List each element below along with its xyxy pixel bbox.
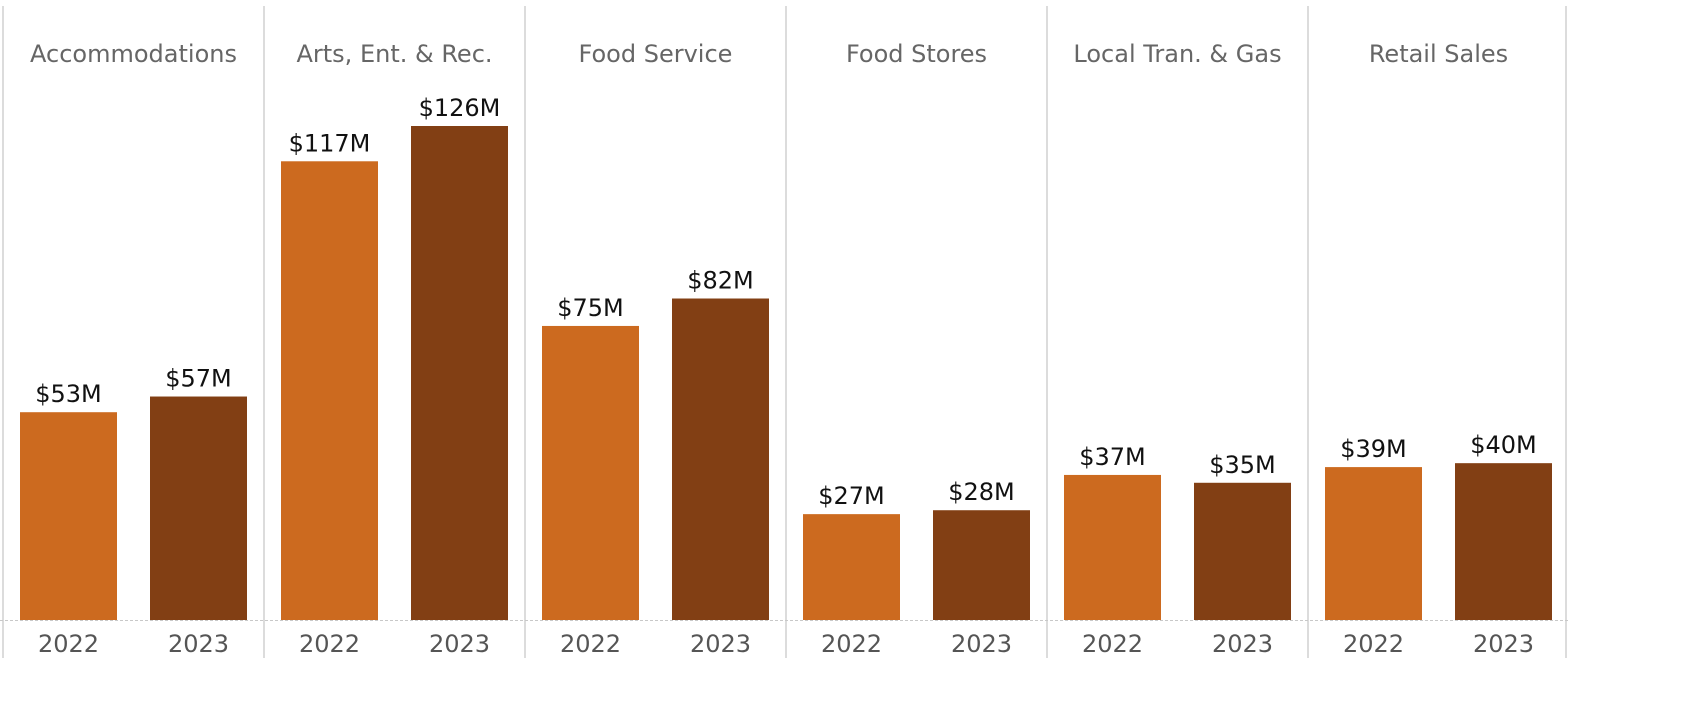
bar-2022 bbox=[542, 325, 639, 620]
panel-title: Food Service bbox=[579, 40, 733, 68]
data-label: $82M bbox=[687, 267, 754, 295]
bar-2023 bbox=[411, 126, 508, 620]
panel-1: Arts, Ent. & Rec. $117M 2022 $126M 2023 bbox=[281, 40, 508, 658]
x-tick-label: 2022 bbox=[1343, 630, 1404, 658]
data-label: $57M bbox=[165, 365, 232, 393]
panel-title: Retail Sales bbox=[1369, 40, 1508, 68]
x-tick-label: 2022 bbox=[299, 630, 360, 658]
panel-title: Local Tran. & Gas bbox=[1073, 40, 1281, 68]
data-label: $27M bbox=[818, 482, 885, 510]
data-label: $39M bbox=[1340, 435, 1407, 463]
panel-5: Retail Sales $39M 2022 $40M 2023 bbox=[1325, 40, 1552, 658]
data-label: $117M bbox=[289, 129, 371, 157]
faceted-bar-chart: Accommodations $53M 2022 $57M 2023 Arts, Ent.… bbox=[0, 6, 1568, 658]
data-label: $75M bbox=[557, 294, 624, 322]
x-tick-label: 2022 bbox=[38, 630, 99, 658]
data-label: $37M bbox=[1079, 443, 1146, 471]
x-tick-label: 2023 bbox=[951, 630, 1012, 658]
x-tick-label: 2023 bbox=[168, 630, 229, 658]
panel-4: Local Tran. & Gas $37M 2022 $35M 2023 bbox=[1064, 40, 1291, 658]
panel-title: Accommodations bbox=[30, 40, 237, 68]
panel-2: Food Service $75M 2022 $82M 2023 bbox=[542, 40, 769, 658]
data-label: $53M bbox=[35, 380, 102, 408]
bar-2023 bbox=[1194, 482, 1291, 620]
x-tick-label: 2022 bbox=[1082, 630, 1143, 658]
data-label: $40M bbox=[1470, 431, 1537, 459]
bar-2023 bbox=[1455, 463, 1552, 620]
x-tick-label: 2023 bbox=[690, 630, 751, 658]
data-label: $28M bbox=[948, 478, 1015, 506]
data-label: $35M bbox=[1209, 451, 1276, 479]
bar-2022 bbox=[1325, 467, 1422, 620]
x-tick-label: 2023 bbox=[429, 630, 490, 658]
panel-0: Accommodations $53M 2022 $57M 2023 bbox=[20, 40, 247, 658]
panel-title: Food Stores bbox=[846, 40, 987, 68]
bar-2022 bbox=[1064, 474, 1161, 620]
bar-2022 bbox=[803, 514, 900, 620]
bar-2023 bbox=[150, 396, 247, 620]
data-label: $126M bbox=[419, 94, 501, 122]
bar-2023 bbox=[933, 510, 1030, 620]
x-tick-label: 2022 bbox=[560, 630, 621, 658]
x-tick-label: 2022 bbox=[821, 630, 882, 658]
bar-2023 bbox=[672, 298, 769, 620]
panel-3: Food Stores $27M 2022 $28M 2023 bbox=[803, 40, 1030, 658]
x-tick-label: 2023 bbox=[1212, 630, 1273, 658]
bar-2022 bbox=[281, 161, 378, 621]
x-tick-label: 2023 bbox=[1473, 630, 1534, 658]
panel-title: Arts, Ent. & Rec. bbox=[296, 40, 492, 68]
bar-2022 bbox=[20, 412, 117, 620]
